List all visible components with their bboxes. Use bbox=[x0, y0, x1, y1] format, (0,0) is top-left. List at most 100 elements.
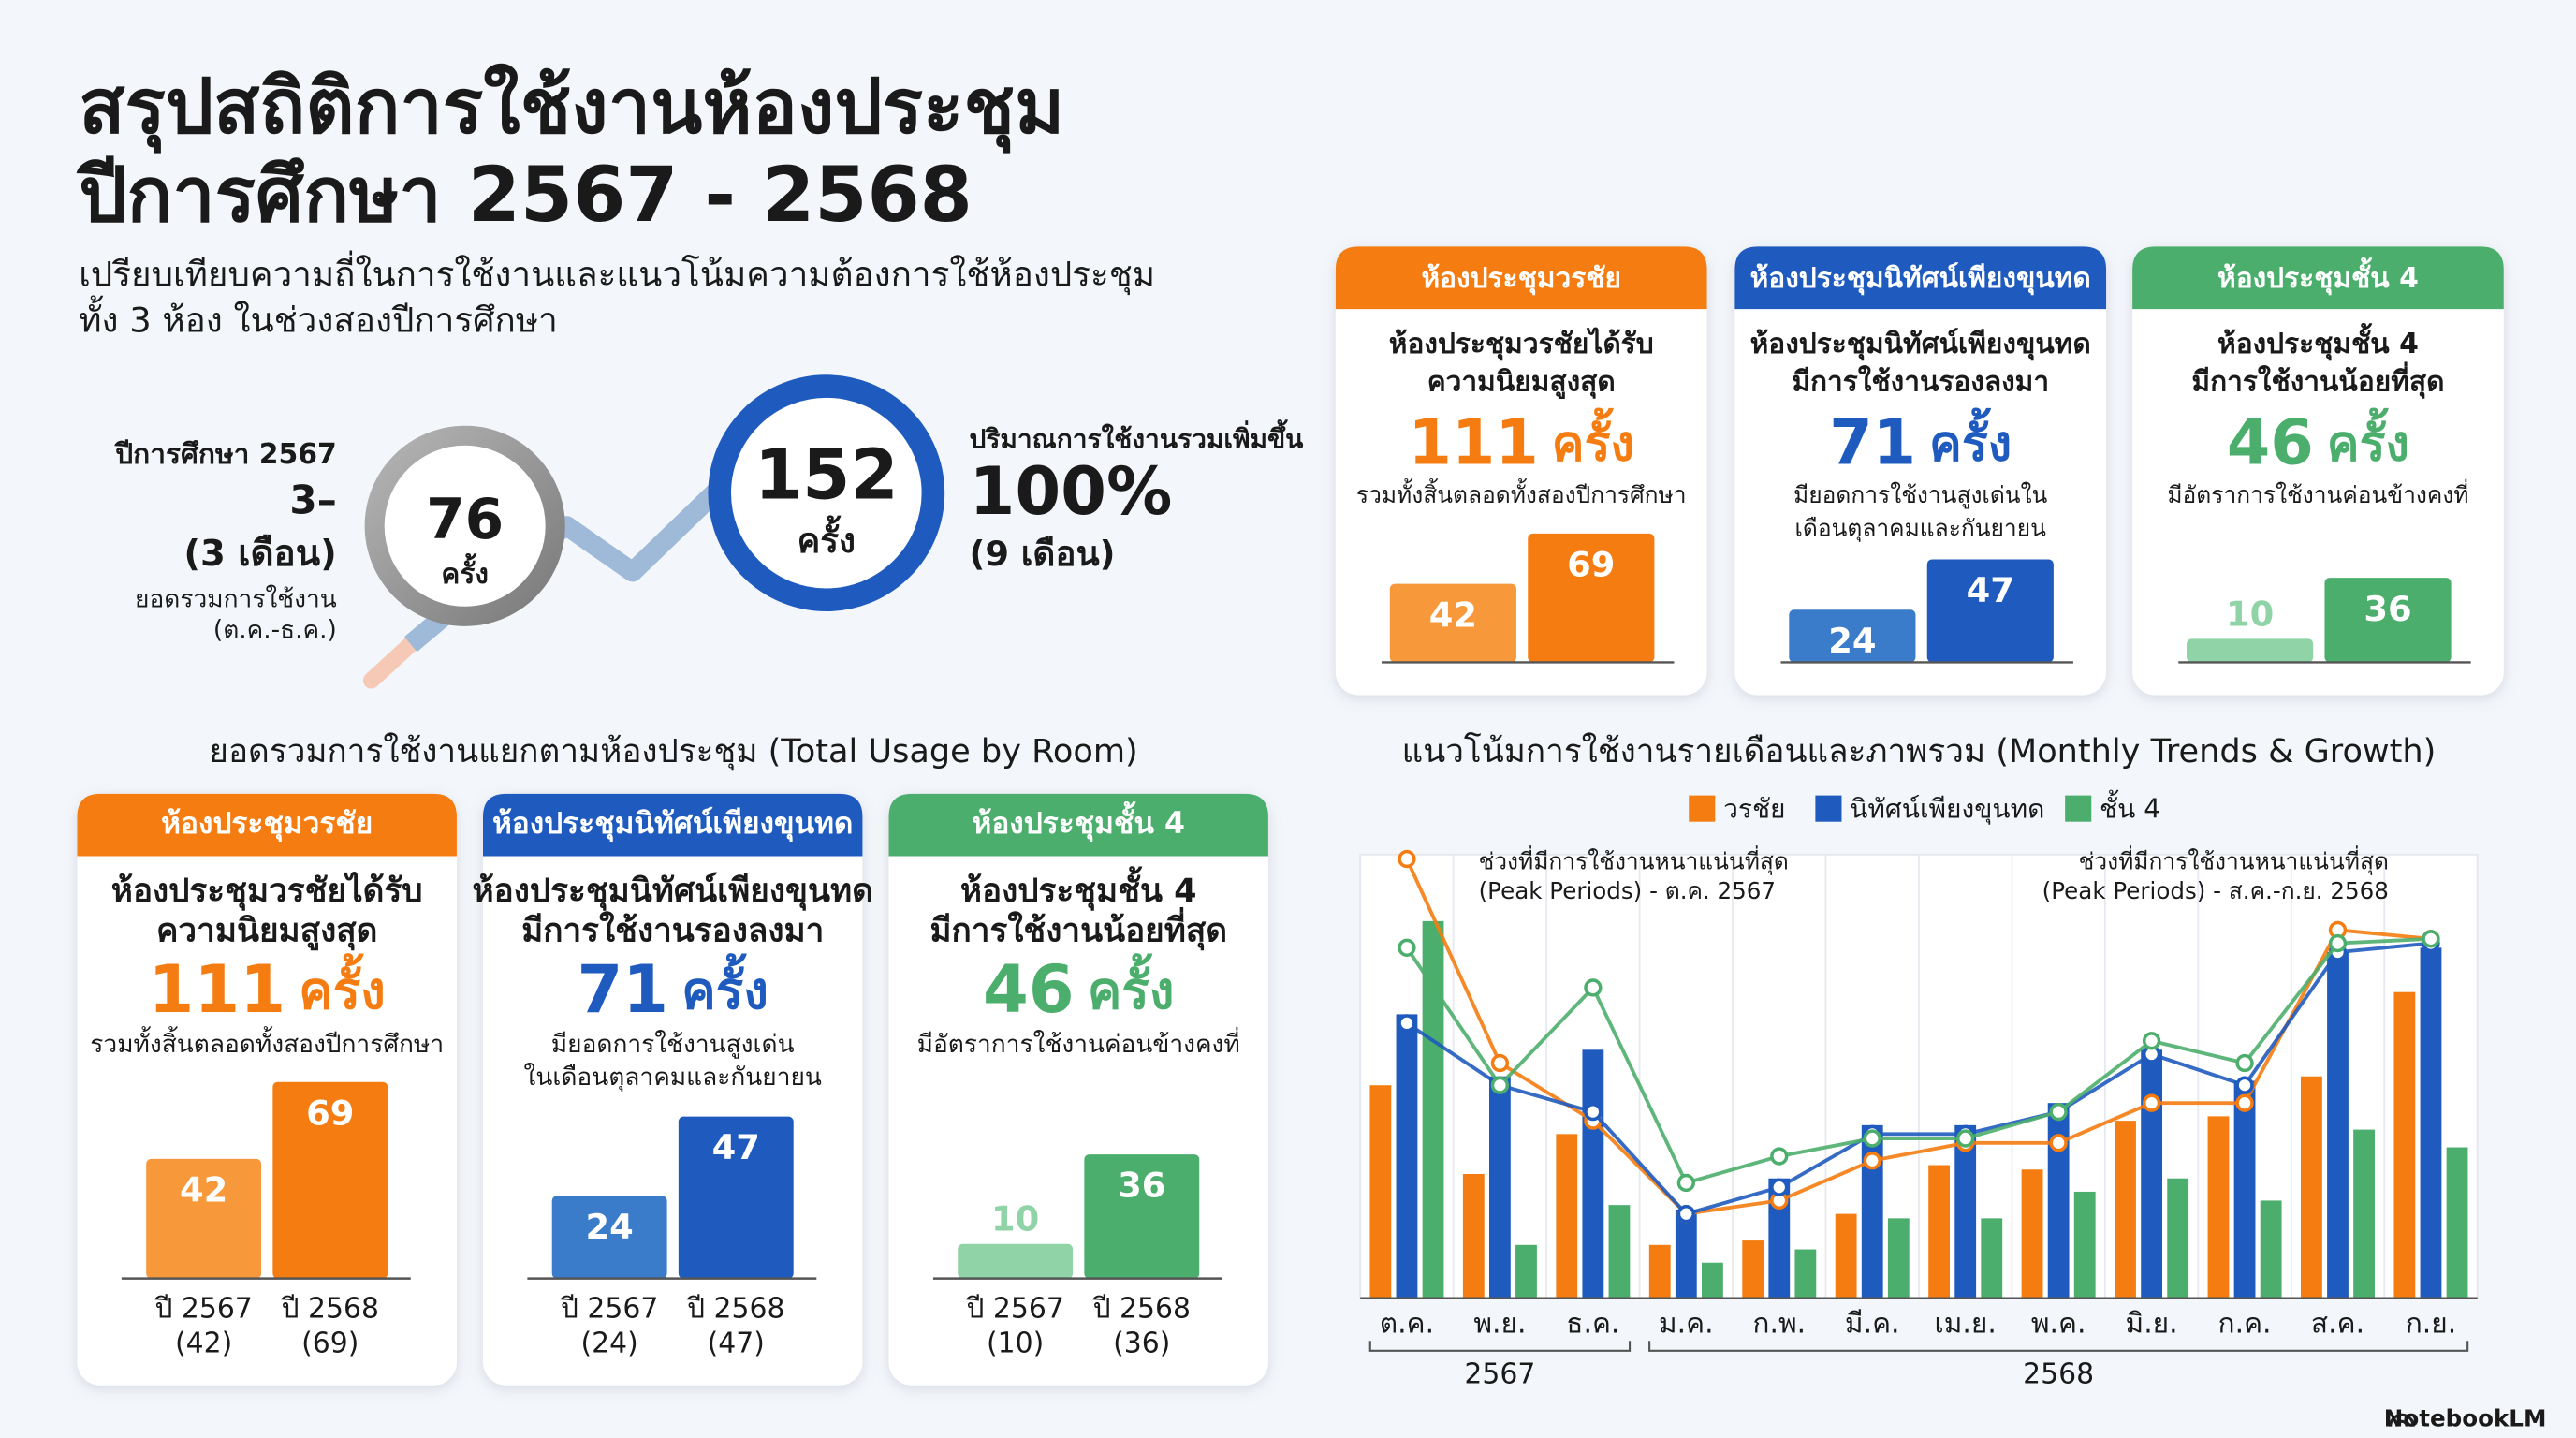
x-tick-label: พ.ค. bbox=[2031, 1307, 2086, 1340]
x-tick-label: ปี 2568 bbox=[686, 1292, 784, 1325]
bar bbox=[2047, 1103, 2070, 1299]
card-total-unit: ครั้ง bbox=[1552, 408, 1634, 473]
bar bbox=[1422, 920, 1444, 1299]
card-header bbox=[888, 793, 1268, 857]
legend-label: วรชัย bbox=[1723, 793, 1785, 824]
x-tick-label: ปี 2568 bbox=[1092, 1292, 1191, 1325]
trend-point bbox=[1584, 1102, 1603, 1122]
growth-percent: 100% bbox=[970, 453, 1173, 530]
card-total-unit: ครั้ง bbox=[299, 953, 386, 1020]
bar bbox=[2187, 638, 2314, 663]
card-header-text: ห้องประชุมชั้น 4 bbox=[2217, 257, 2419, 295]
bar bbox=[2021, 1169, 2043, 1299]
bar-value-label: 10 bbox=[991, 1199, 1039, 1240]
trend-point bbox=[1956, 1129, 1975, 1148]
bar bbox=[2327, 952, 2349, 1299]
bar bbox=[1369, 1085, 1392, 1299]
bar-value-label: 36 bbox=[1118, 1166, 1165, 1206]
card-title: ห้องประชุมวรชัยได้รับ bbox=[1389, 327, 1654, 360]
card-note: มียอดการใช้งานสูงเด่น bbox=[551, 1030, 795, 1059]
bar bbox=[551, 1196, 667, 1279]
card-header-text: ห้องประชุมวรชัย bbox=[161, 807, 373, 842]
summary-text: 3– bbox=[289, 477, 336, 523]
card-note: มียอดการใช้งานสูงเด่นใน bbox=[1793, 481, 2048, 509]
bar-value-label: 47 bbox=[712, 1127, 760, 1167]
bar-value-label: 69 bbox=[306, 1093, 354, 1133]
card-note: ในเดือนตุลาคมและกันยายน bbox=[524, 1063, 822, 1092]
card-total: 46 ครั้ง bbox=[2227, 406, 2409, 479]
trend-point bbox=[1676, 1173, 1695, 1193]
bar bbox=[1462, 1173, 1485, 1299]
x-tick-label: ม.ค. bbox=[1659, 1307, 1714, 1340]
bar bbox=[2167, 1178, 2189, 1299]
card-total-number: 71 bbox=[577, 951, 668, 1028]
bar bbox=[1701, 1262, 1723, 1299]
card-total: 111 ครั้ง bbox=[1409, 406, 1634, 479]
bar bbox=[1887, 1218, 1910, 1299]
trend-line bbox=[1405, 858, 2432, 1216]
bar bbox=[272, 1081, 388, 1279]
bar bbox=[1928, 1165, 1951, 1299]
trend-point bbox=[1398, 849, 1416, 869]
bar-value-label: 36 bbox=[2364, 589, 2411, 629]
footer-brand: NotebookLM bbox=[2384, 1405, 2547, 1432]
card-header bbox=[77, 793, 457, 857]
bar bbox=[1515, 1244, 1537, 1299]
bar bbox=[678, 1116, 794, 1279]
bar-value-label: 69 bbox=[1567, 544, 1615, 584]
trend-point bbox=[2235, 1076, 2254, 1094]
bar-value-label: 10 bbox=[2226, 594, 2274, 634]
card-title: มีการใช้งานน้อยที่สุด bbox=[929, 906, 1227, 950]
trend-point bbox=[1770, 1147, 1789, 1166]
trend-point bbox=[1490, 1076, 1510, 1094]
legend-swatch bbox=[1689, 795, 1716, 822]
category-value-label: (10) bbox=[987, 1327, 1044, 1359]
bar bbox=[1084, 1154, 1200, 1279]
trend-point bbox=[1770, 1178, 1789, 1196]
year-bracket bbox=[1368, 1341, 1632, 1352]
x-tick-label: ปี 2567 bbox=[154, 1292, 252, 1325]
card-title: มีการใช้งานรองลงมา bbox=[1792, 365, 2049, 399]
bar bbox=[958, 1243, 1074, 1279]
bar bbox=[1861, 1124, 1883, 1299]
annotation: ช่วงที่มีการใช้งานหนาแน่นที่สุด bbox=[1479, 845, 1789, 876]
trend-point bbox=[2235, 1093, 2254, 1112]
year-label: 2567 bbox=[1464, 1358, 1535, 1391]
card-title: ห้องประชุมนิทัศน์เพียงขุนทด bbox=[1750, 328, 2091, 360]
trend-point bbox=[1490, 1053, 1510, 1073]
card-total: 111 ครั้ง bbox=[149, 951, 386, 1028]
summary-text: (ต.ค.-ธ.ค.) bbox=[213, 617, 337, 645]
card-note: มีอัตราการใช้งานค่อนข้างคงที่ bbox=[2167, 478, 2468, 508]
annotation: (Peak Periods) - ส.ค.-ก.ย. 2568 bbox=[2042, 877, 2389, 904]
trend-point bbox=[1863, 1152, 1881, 1170]
category-value-label: (42) bbox=[175, 1327, 232, 1359]
bar bbox=[1608, 1205, 1631, 1299]
x-tick-label: มิ.ย. bbox=[2126, 1307, 2178, 1340]
bar-value-label: 42 bbox=[180, 1169, 227, 1210]
trend-point bbox=[2328, 933, 2348, 953]
bar bbox=[1794, 1249, 1817, 1299]
total-circle bbox=[364, 425, 565, 626]
trend-point bbox=[1398, 938, 1416, 957]
trend-point bbox=[1676, 1204, 1695, 1224]
bar bbox=[1768, 1178, 1791, 1299]
bar bbox=[1675, 1209, 1697, 1299]
bar bbox=[1835, 1213, 1857, 1299]
circle-number: 152 bbox=[754, 436, 899, 516]
bar bbox=[2420, 947, 2442, 1299]
annotation: ช่วงที่มีการใช้งานหนาแน่นที่สุด bbox=[2079, 845, 2389, 876]
bar bbox=[1926, 559, 2054, 663]
card-total: 46 ครั้ง bbox=[983, 951, 1174, 1028]
circle-number: 76 bbox=[426, 488, 504, 552]
section-title: ยอดรวมการใช้งานแยกตามห้องประชุม (Total U… bbox=[209, 732, 1137, 770]
circle-unit: ครั้ง bbox=[798, 515, 856, 561]
bar bbox=[2115, 1121, 2136, 1299]
bar-value-label: 42 bbox=[1429, 594, 1477, 635]
title: ปีการศึกษา 2567 - 2568 bbox=[76, 152, 973, 240]
annotation: (Peak Periods) - ต.ค. 2567 bbox=[1479, 877, 1776, 904]
card-title: ห้องประชุมชั้น 4 bbox=[2217, 322, 2419, 360]
x-tick-label: ต.ค. bbox=[1380, 1307, 1434, 1340]
subtitle: ทั้ง 3 ห้อง ในช่วงสองปีการศึกษา bbox=[79, 296, 558, 341]
bar bbox=[1789, 609, 1916, 663]
